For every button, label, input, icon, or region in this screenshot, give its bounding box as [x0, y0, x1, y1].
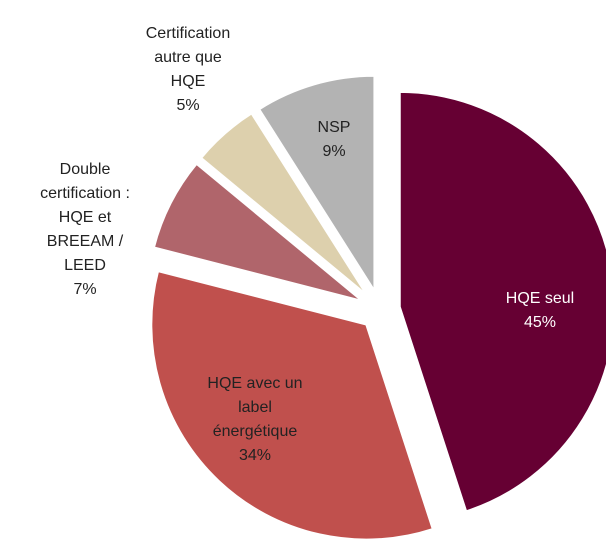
category-label: Certification autre que HQE — [145, 25, 231, 90]
slice-label: HQE seul 45% — [488, 287, 592, 335]
pie-slice — [257, 74, 376, 295]
pie-slice — [199, 112, 368, 296]
value-label: 5% — [176, 97, 200, 114]
slice-label: Double certification : HQE et BREEAM / L… — [33, 158, 137, 302]
value-label: 34% — [238, 447, 272, 464]
value-label: 9% — [322, 143, 346, 160]
slice-label: HQE avec un label énergétique 34% — [203, 372, 307, 468]
category-label: NSP — [317, 119, 351, 136]
category-label: Double certification : HQE et BREEAM / L… — [40, 161, 130, 274]
value-label: 7% — [73, 281, 97, 298]
value-label: 45% — [523, 314, 557, 331]
pie-slice — [398, 90, 606, 513]
pie-slice — [152, 162, 363, 302]
slice-label: NSP 9% — [282, 116, 386, 164]
category-label: HQE avec un label énergétique — [207, 375, 303, 440]
category-label: HQE seul — [505, 290, 575, 307]
slice-label: Certification autre que HQE 5% — [136, 22, 240, 118]
pie-slice — [150, 269, 435, 541]
